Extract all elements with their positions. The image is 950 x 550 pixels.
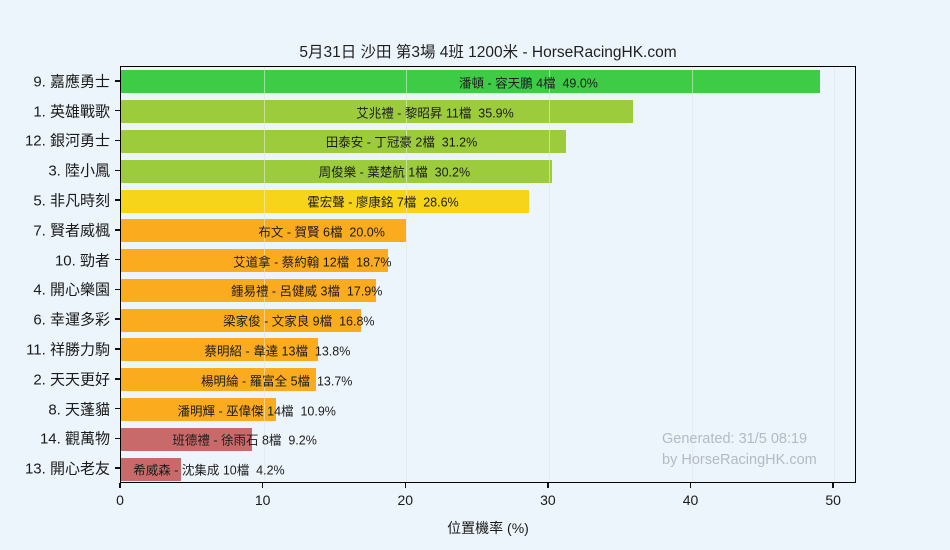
y-axis-horse-label: 5. 非凡時刻 <box>33 192 110 210</box>
watermark-line-1: Generated: 31/5 08:19 <box>662 431 808 447</box>
watermark-line-2: by HorseRacingHK.com <box>662 452 817 468</box>
x-axis-label: 位置機率 (%) <box>447 520 529 536</box>
x-axis-tick <box>119 483 121 488</box>
y-axis-tick <box>115 109 120 112</box>
bar-label: 蔡明紹 - 韋達 13檔 13.8% <box>204 344 351 359</box>
bar-label: 班德禮 - 徐雨石 8檔 9.2% <box>172 433 317 448</box>
gridline-overlay <box>691 67 693 482</box>
x-axis-tick <box>547 483 549 488</box>
y-axis-tick <box>115 378 120 380</box>
probability-bar <box>121 427 253 451</box>
y-axis-horse-label: 2. 天天更好 <box>33 371 110 389</box>
y-axis-horse-label: 8. 天蓬貓 <box>48 401 110 419</box>
x-axis-tick-label: 20 <box>397 492 414 508</box>
probability-bar <box>121 338 318 362</box>
bar-label: 田泰安 - 丁冠豪 2檔 31.2% <box>325 135 478 150</box>
y-axis-horse-label: 11. 祥勝力駒 <box>26 341 110 359</box>
bar-label: 艾兆禮 - 黎昭昇 11檔 35.9% <box>356 106 514 121</box>
probability-bar <box>121 398 277 422</box>
watermark: Generated: 31/5 08:19 by HorseRacingHK.c… <box>662 429 817 471</box>
y-axis-horse-label: 4. 開心樂園 <box>33 281 110 299</box>
bar-label: 鍾易禮 - 呂健威 3檔 17.9% <box>230 284 383 299</box>
probability-bar <box>121 129 567 153</box>
bar-label: 布文 - 賀賢 6檔 20.0% <box>258 225 385 240</box>
x-axis-tick-label: 10 <box>254 492 271 508</box>
y-axis-horse-label: 9. 嘉應勇士 <box>33 73 110 91</box>
probability-bar <box>121 308 361 332</box>
bar-label: 霍宏聲 - 廖康銘 7檔 28.6% <box>307 195 459 210</box>
y-axis-horse-label: 1. 英雄戰歌 <box>33 103 110 121</box>
gridline-overlay <box>406 67 408 482</box>
gridline-overlay <box>834 67 836 482</box>
probability-bar <box>121 368 317 392</box>
probability-bar <box>121 70 820 94</box>
x-axis-tick-label: 40 <box>682 492 699 508</box>
y-axis-tick <box>115 407 120 410</box>
probability-bar <box>121 100 634 124</box>
gridline <box>263 67 265 482</box>
gridline-overlay <box>263 67 265 482</box>
x-axis-tick-label: 50 <box>825 492 841 508</box>
probability-bar <box>121 249 388 273</box>
x-axis-tick <box>832 483 834 488</box>
gridline <box>548 67 550 482</box>
probability-bar <box>121 219 407 243</box>
y-axis-tick <box>115 229 120 231</box>
y-axis-horse-label: 13. 開心老友 <box>24 460 110 478</box>
y-axis-tick <box>115 318 120 320</box>
gridline-overlay <box>548 67 550 482</box>
bar-label: 楊明綸 - 羅富全 5檔 13.7% <box>200 374 353 389</box>
y-axis-tick <box>115 288 120 291</box>
plot-area: 潘頓 - 容天鵬 4檔 49.0% 艾兆禮 - 黎昭昇 11檔 35.9% 田泰安 … <box>120 66 856 483</box>
bar-label: 潘明輝 - 巫偉傑 14檔 10.9% <box>177 404 336 419</box>
y-axis-tick <box>115 199 120 201</box>
probability-bar <box>121 159 552 183</box>
x-axis-tick <box>261 483 264 488</box>
y-axis-horse-label: 12. 銀河勇士 <box>24 132 110 150</box>
y-axis-horse-label: 7. 賢者威楓 <box>33 222 110 240</box>
gridline <box>406 67 408 482</box>
x-axis-tick-label: 0 <box>116 492 124 508</box>
x-axis-tick <box>404 483 407 488</box>
bar-label: 希威森 - 沈集成 10檔 4.2% <box>133 463 285 478</box>
y-axis-tick <box>115 467 120 469</box>
y-axis-horse-label: 3. 陸小鳳 <box>48 162 110 180</box>
x-axis-tick <box>689 483 692 488</box>
y-axis-tick <box>115 348 120 350</box>
bar-label: 潘頓 - 容天鵬 4檔 49.0% <box>458 76 598 91</box>
y-axis-tick <box>115 437 120 440</box>
probability-bar <box>121 457 181 481</box>
y-axis-horse-label: 6. 幸運多彩 <box>33 311 110 329</box>
gridline <box>834 67 836 482</box>
bar-label: 艾道拿 - 蔡約翰 12檔 18.7% <box>233 255 392 270</box>
bar-label: 梁家俊 - 文家良 9檔 16.8% <box>223 314 375 329</box>
probability-bar <box>121 189 529 213</box>
bar-label: 周俊樂 - 葉楚航 1檔 30.2% <box>318 165 471 180</box>
gridline <box>691 67 693 482</box>
y-axis-tick <box>115 258 120 261</box>
y-axis-tick <box>115 139 120 142</box>
y-axis-horse-label: 14. 觀萬物 <box>39 430 110 448</box>
probability-bar <box>121 278 377 302</box>
y-axis-horse-label: 10. 勁者 <box>54 252 110 270</box>
y-axis-tick <box>115 169 120 171</box>
x-axis-tick-label: 30 <box>540 492 556 508</box>
y-axis-tick <box>115 80 120 82</box>
chart-title: 5月31日 沙田 第3場 4班 1200米 - HorseRacingHK.co… <box>299 44 677 61</box>
